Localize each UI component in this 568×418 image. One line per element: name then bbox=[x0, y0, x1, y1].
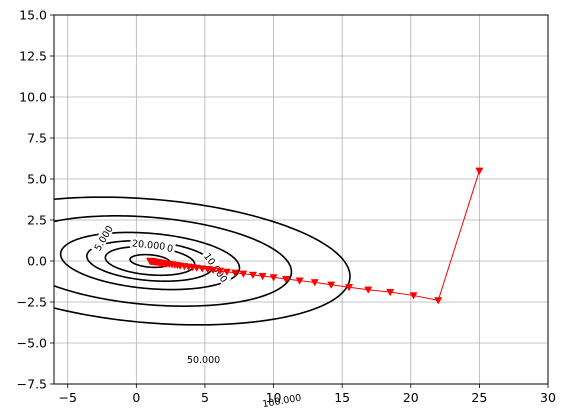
contour-line-50 bbox=[54, 215, 293, 307]
descent-point bbox=[475, 167, 484, 175]
descent-point bbox=[434, 297, 443, 305]
y-tick-label: −5.0 bbox=[17, 336, 47, 351]
descent-point bbox=[269, 274, 278, 282]
descent-point bbox=[345, 284, 354, 292]
x-tick-label: −5 bbox=[59, 390, 77, 405]
descent-point bbox=[209, 266, 218, 275]
plot-frame bbox=[53, 14, 549, 385]
descent-point bbox=[248, 271, 257, 280]
contour-label-20: 20.000 bbox=[129, 236, 168, 253]
x-tick-label: 30 bbox=[540, 390, 556, 405]
descent-point bbox=[231, 269, 240, 277]
descent-point bbox=[281, 275, 290, 284]
y-tick-label: 7.5 bbox=[27, 131, 47, 146]
x-tick-label: 20 bbox=[403, 390, 419, 405]
contour-line-10 bbox=[86, 240, 215, 282]
contour-label-text: 20.000 bbox=[131, 238, 165, 252]
descent-point bbox=[203, 266, 212, 274]
contour-label-50: 50.000 bbox=[185, 353, 222, 366]
y-tick-label: 0.0 bbox=[27, 254, 47, 269]
plot-background bbox=[54, 15, 548, 384]
descent-point bbox=[146, 257, 155, 266]
y-tick-label: −7.5 bbox=[17, 377, 47, 392]
y-tick-label: 10.0 bbox=[19, 90, 47, 105]
x-tick-label: 5 bbox=[201, 390, 209, 405]
contour-lines bbox=[54, 196, 351, 326]
descent-point bbox=[327, 281, 336, 289]
contour-label-background bbox=[259, 390, 304, 410]
contour-line-1 bbox=[129, 253, 171, 269]
descent-point bbox=[364, 286, 373, 294]
contour-line-20 bbox=[59, 231, 241, 291]
descent-point bbox=[386, 289, 395, 297]
x-tick-label: 25 bbox=[471, 390, 487, 405]
descent-point bbox=[295, 277, 304, 285]
x-tick-label: 0 bbox=[132, 390, 140, 405]
y-tick-label: 12.5 bbox=[19, 49, 47, 64]
x-tick-label: 10 bbox=[266, 390, 282, 405]
y-tick-label: −2.5 bbox=[17, 295, 47, 310]
y-tick-label: 5.0 bbox=[27, 172, 47, 187]
contour-label-background bbox=[129, 236, 168, 252]
descent-point bbox=[216, 267, 225, 275]
y-tick-label: 15.0 bbox=[19, 8, 47, 23]
descent-point bbox=[258, 272, 267, 281]
contour-label-background bbox=[90, 221, 116, 254]
descent-point bbox=[409, 292, 418, 300]
x-axis-ticks: −5 0 5 10 15 20 25 30 bbox=[59, 384, 556, 405]
descent-point bbox=[239, 270, 248, 278]
contour-label-text: 50.000 bbox=[187, 355, 220, 366]
descent-path bbox=[146, 167, 484, 305]
contour-line-100 bbox=[54, 196, 351, 326]
descent-point bbox=[198, 265, 207, 273]
x-tick-label: 15 bbox=[334, 390, 350, 405]
y-tick-label: 2.5 bbox=[27, 213, 47, 228]
y-axis-ticks: −7.5 −5.0 −2.5 0.0 2.5 5.0 7.5 10.0 12.5 15.0 bbox=[17, 8, 54, 392]
descent-point bbox=[222, 268, 231, 276]
contour-label-background bbox=[185, 353, 222, 365]
descent-point bbox=[310, 279, 319, 287]
